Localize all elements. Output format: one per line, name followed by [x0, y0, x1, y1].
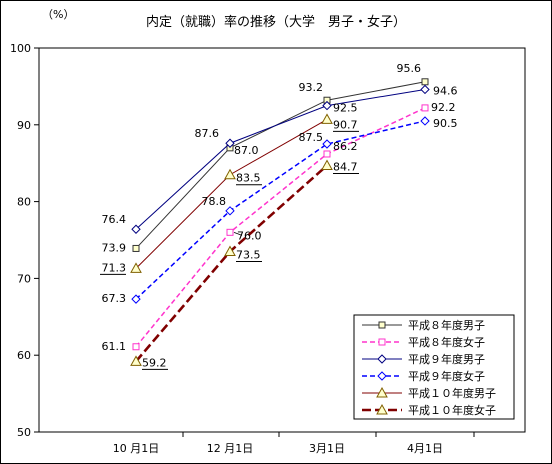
- y-unit-label: （%）: [42, 8, 74, 21]
- data-label: 71.3: [102, 261, 127, 274]
- y-tick-label: 50: [17, 426, 31, 439]
- y-axis: 50 60 70 80 90 100: [10, 42, 39, 439]
- x-tick-label: 3月1日: [309, 442, 345, 455]
- data-point: [421, 78, 429, 86]
- data-point: [420, 84, 430, 95]
- data-point: [130, 355, 142, 366]
- legend-swatch-marker: [378, 338, 386, 346]
- data-point: [322, 100, 332, 111]
- series-line-3: [135, 120, 426, 300]
- y-tick-label: 80: [17, 196, 31, 209]
- data-label: 83.5: [236, 172, 261, 185]
- data-point: [321, 159, 333, 171]
- legend-swatch-marker: [376, 386, 388, 398]
- legend-entry-label: 平成９年度男子: [408, 352, 485, 366]
- data-label: 92.5: [333, 102, 358, 115]
- data-point: [225, 138, 235, 148]
- legend-entry-label: 平成９年度女子: [408, 369, 485, 383]
- data-label: 73.9: [102, 241, 127, 254]
- data-label: 94.6: [433, 84, 458, 97]
- data-label: 90.7: [333, 118, 358, 131]
- legend: 平成８年度男子平成８年度女子平成９年度男子平成９年度女子平成１０年度男子平成１０…: [353, 314, 515, 420]
- data-label: 90.5: [433, 117, 458, 130]
- data-label: 73.5: [236, 249, 261, 262]
- series-line-1: [135, 107, 426, 348]
- data-labels: 73.9 87.0 93.2 95.6 61.1 76.0 86.2 92.2 76.4 87.6…: [100, 62, 458, 370]
- y-tick-label: 70: [17, 272, 31, 285]
- data-label: 61.1: [102, 340, 127, 353]
- x-tick-label: 12 月1日: [207, 442, 254, 455]
- legend-box: [353, 314, 515, 420]
- legend-entry-label: 平成１０年度男子: [408, 386, 496, 400]
- data-point: [131, 294, 141, 304]
- data-point: [321, 113, 333, 124]
- data-label: 76.4: [102, 213, 127, 226]
- data-point: [224, 168, 236, 180]
- legend-swatch-marker: [377, 354, 387, 364]
- data-point: [224, 245, 236, 257]
- data-point: [131, 224, 141, 234]
- data-label: 92.2: [431, 101, 456, 114]
- legend-entry-label: 平成１０年度女子: [408, 403, 496, 417]
- data-point: [322, 139, 332, 149]
- series-line-2: [135, 88, 426, 230]
- legend-swatch-marker: [377, 371, 387, 381]
- data-label: 93.2: [299, 81, 324, 94]
- data-label: 59.2: [142, 356, 167, 369]
- data-point: [421, 104, 429, 112]
- legend-swatch-marker: [376, 403, 388, 415]
- data-point: [225, 206, 235, 216]
- data-label: 87.6: [195, 127, 220, 140]
- x-tick-label: 4月1日: [407, 442, 443, 455]
- data-point: [132, 343, 140, 351]
- data-point: [130, 262, 142, 273]
- y-tick-label: 90: [17, 119, 31, 132]
- legend-entry-label: 平成８年度女子: [408, 335, 485, 349]
- data-point: [226, 228, 234, 236]
- label-leader-line: [233, 231, 243, 236]
- legend-swatch-marker: [378, 321, 386, 329]
- y-tick-label: 60: [17, 349, 31, 362]
- data-label: 87.0: [234, 144, 259, 157]
- data-point: [132, 244, 140, 252]
- data-point: [420, 116, 430, 126]
- data-label: 78.8: [202, 195, 227, 208]
- data-label: 95.6: [397, 62, 422, 75]
- chart-title: 内定（就職）率の推移（大学 男子・女子）: [146, 14, 406, 30]
- x-tick-label: 10 月1日: [113, 442, 160, 455]
- series-layer: [130, 78, 430, 366]
- legend-entry-label: 平成８年度男子: [408, 318, 485, 332]
- x-axis: 10 月1日 12 月1日 3月1日 4月1日: [113, 432, 475, 455]
- data-label: 76.0: [237, 229, 262, 242]
- data-label: 86.2: [333, 140, 358, 153]
- y-tick-label: 100: [10, 42, 31, 55]
- data-point: [323, 150, 331, 158]
- data-label: 84.7: [333, 161, 358, 174]
- data-label: 67.3: [102, 292, 127, 305]
- data-label: 87.5: [299, 131, 324, 144]
